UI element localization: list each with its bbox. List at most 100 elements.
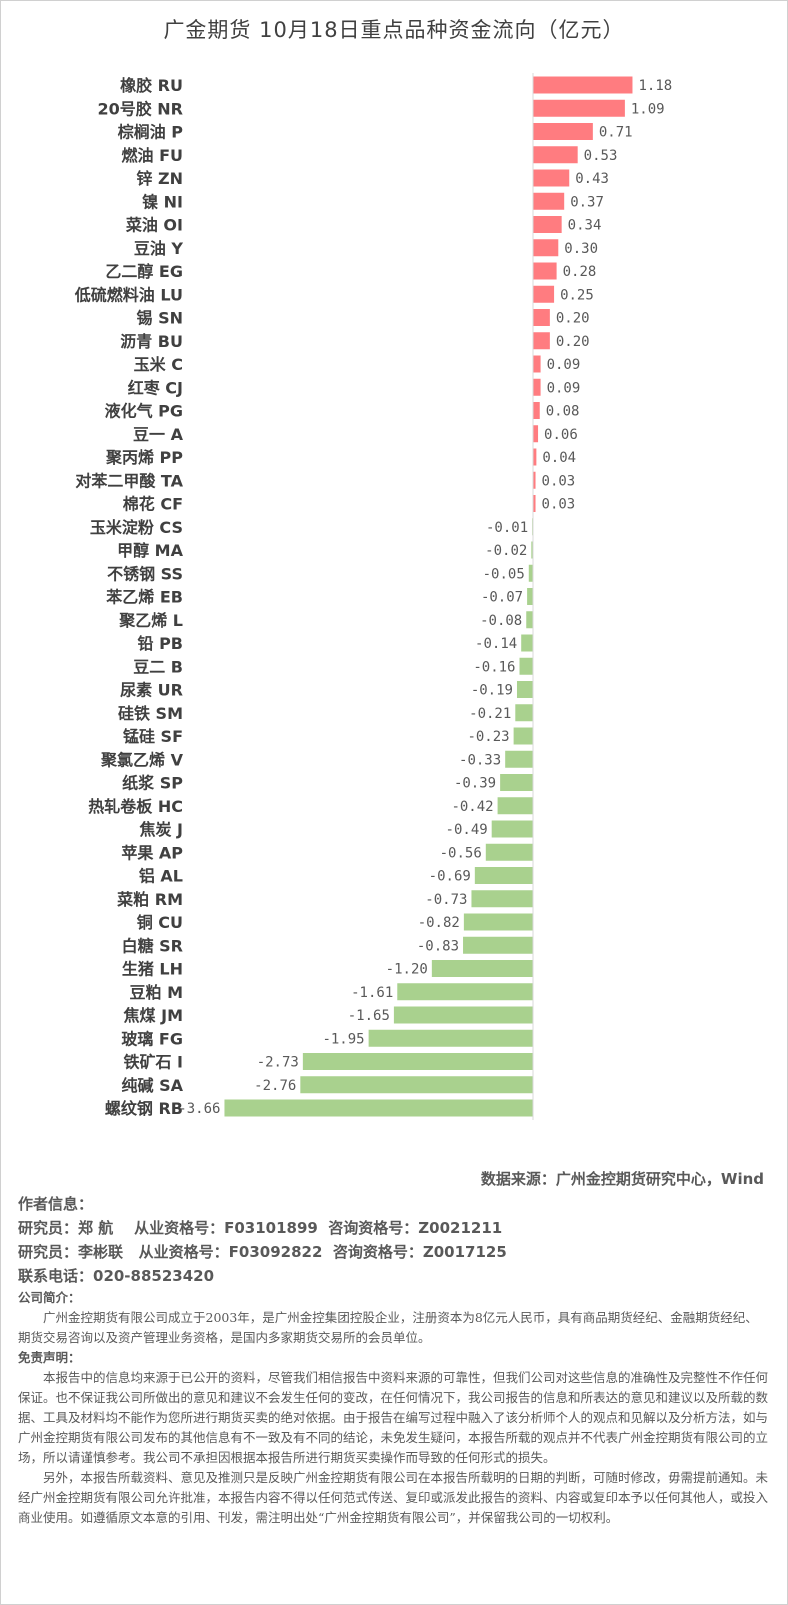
category-label: 不锈钢 SS	[107, 564, 183, 583]
disclaimer-paragraph: 本报告中的信息均来源于已公开的资料，尽管我们相信报告中资料来源的可靠性，但我们公…	[18, 1370, 769, 1465]
data-label: -0.49	[446, 822, 488, 838]
bar	[533, 285, 555, 303]
data-label: -0.07	[481, 590, 523, 606]
category-label: 20号胶 NR	[97, 99, 183, 118]
author-heading: 作者信息：	[18, 1195, 94, 1213]
bar	[533, 309, 550, 326]
data-label: 0.06	[544, 427, 578, 443]
bar	[533, 146, 578, 164]
author-info: 作者信息： 研究员：郑 航 从业资格号：F03101899 咨询资格号：Z002…	[18, 1192, 507, 1288]
category-label: 镍 NI	[142, 192, 183, 211]
category-label: 硅铁 SM	[118, 704, 183, 723]
bar	[224, 1099, 533, 1117]
category-label: 焦煤 JM	[123, 1006, 183, 1025]
category-label: 玉米淀粉 CS	[90, 518, 183, 537]
data-label: 0.03	[542, 473, 576, 489]
bar	[531, 541, 533, 559]
category-label: 棉花 CF	[123, 495, 183, 514]
category-label: 白糖 SR	[122, 936, 183, 955]
bar	[368, 1029, 533, 1047]
category-label: 铁矿石 I	[123, 1053, 183, 1072]
data-label: 0.43	[575, 171, 609, 187]
category-label: 锌 ZN	[136, 169, 183, 188]
bar	[516, 681, 533, 698]
author-line: 研究员：郑 航 从业资格号：F03101899 咨询资格号：Z0021211	[18, 1219, 503, 1237]
bar	[463, 936, 533, 954]
bar	[505, 750, 533, 768]
bar	[519, 657, 533, 675]
data-label: 0.20	[556, 334, 590, 350]
data-label: -0.56	[440, 845, 482, 861]
data-label: -1.20	[386, 962, 428, 978]
data-label: -1.61	[351, 985, 393, 1001]
bar	[533, 471, 536, 489]
data-label: -0.42	[451, 799, 493, 815]
category-label: 甲醇 MA	[117, 541, 183, 560]
bar	[533, 123, 593, 140]
category-label: 螺纹钢 RB	[105, 1099, 183, 1118]
data-label: 0.03	[542, 497, 576, 513]
category-label: 乙二醇 EG	[105, 262, 183, 281]
data-label: -0.82	[418, 915, 460, 931]
bar	[497, 797, 533, 815]
bar	[515, 704, 533, 722]
bar	[526, 611, 533, 629]
data-label: -0.01	[486, 520, 528, 536]
data-label: -0.02	[485, 543, 527, 559]
category-label: 锡 SN	[137, 309, 184, 328]
bar	[491, 820, 533, 838]
category-label: 尿素 UR	[120, 681, 183, 700]
category-label: 液化气 PG	[105, 402, 183, 421]
category-label: 锰硅 SF	[123, 727, 183, 746]
data-label: 0.04	[542, 450, 576, 466]
data-label: -1.95	[322, 1031, 364, 1047]
category-label: 低硫燃料油 LU	[74, 285, 183, 304]
category-label: 对苯二甲酸 TA	[75, 471, 183, 490]
category-label: 铅 PB	[138, 634, 184, 653]
bar	[533, 76, 633, 94]
contact-phone: 联系电话：020-88523420	[18, 1267, 215, 1285]
author-line: 研究员：李彬联 从业资格号：F03092822 咨询资格号：Z0017125	[18, 1243, 507, 1261]
bar	[533, 239, 559, 257]
data-label: 0.53	[584, 148, 618, 164]
bar	[533, 495, 536, 512]
data-label: 1.18	[638, 78, 672, 94]
data-label: 0.20	[556, 311, 590, 327]
category-label: 菜油 OI	[125, 216, 183, 235]
data-label: 0.37	[570, 194, 604, 210]
data-label: -0.16	[473, 659, 515, 675]
category-label: 铜 CU	[137, 913, 183, 932]
bar	[533, 169, 570, 187]
company-heading: 公司简介：	[18, 1290, 81, 1305]
category-label: 菜粕 RM	[116, 890, 183, 909]
data-label: -0.73	[425, 892, 467, 908]
category-label: 玉米 C	[134, 355, 183, 374]
data-label: -0.19	[471, 683, 513, 699]
bar	[533, 448, 537, 466]
category-label: 纯碱 SA	[122, 1076, 184, 1095]
data-label: -2.73	[257, 1055, 299, 1071]
bar	[533, 355, 541, 373]
data-label: -0.83	[417, 938, 459, 954]
data-label: -0.69	[429, 869, 471, 885]
category-label: 焦炭 J	[138, 820, 183, 839]
category-label: 红枣 CJ	[128, 378, 183, 397]
data-label: -0.05	[483, 566, 525, 582]
data-label: -0.39	[454, 776, 496, 792]
bar	[533, 332, 550, 350]
bar	[527, 588, 533, 605]
data-label: -0.14	[475, 636, 517, 652]
bar	[513, 727, 533, 745]
bar	[300, 1076, 533, 1094]
category-label: 豆一 A	[133, 425, 184, 444]
category-label: 生猪 LH	[122, 960, 183, 979]
data-label: -0.08	[480, 613, 522, 629]
data-label: 0.71	[599, 125, 633, 141]
bar	[533, 425, 539, 443]
data-label: 1.09	[631, 101, 665, 117]
bar	[474, 867, 533, 884]
data-source: 数据来源：广州金控期货研究中心，Wind	[480, 1170, 764, 1188]
bar	[397, 983, 533, 1001]
disclaimer-heading: 免责声明：	[18, 1350, 81, 1365]
bar	[521, 634, 533, 652]
